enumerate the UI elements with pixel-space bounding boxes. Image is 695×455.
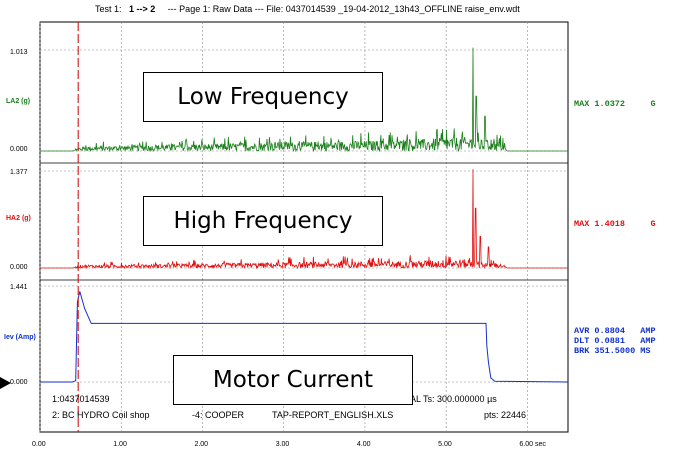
x-tick-label: 6.00 sec [519,441,546,448]
la2-readout: MAX 1.0372 G [574,99,656,109]
callout-motor-current: Motor Current [173,355,413,405]
iev-readout-dlt: DLT 0.0881 AMP [574,336,656,346]
channel-separators [40,162,568,281]
la2-ytick-zero: 0.000 [10,146,28,153]
ha2-series-line [40,169,568,270]
callout-low-frequency: Low Frequency [143,72,383,122]
x-tick-label: 0.00 [32,441,46,448]
x-tick-label: 4.00 [357,441,371,448]
x-tick-label: 1.00 [113,441,127,448]
header-test-range: 1 --> 2 [129,4,155,14]
ha2-ytick-zero: 0.000 [10,264,28,271]
ha2-readout: MAX 1.4018 G [574,219,656,229]
iev-ylabel: Iev (Amp) [4,334,36,341]
info-line2-right: pts: 22446 [484,410,526,420]
info-line1-right: AL Ts: 300.000000 µs [410,394,497,404]
la2-ylabel: LA2 (g) [6,98,30,105]
iev-series-line [40,291,569,383]
iev-readout-brk: BRK 351.5000 MS [574,346,651,356]
info-line2-mid2: TAP-REPORT_ENGLISH.XLS [272,410,393,420]
ha2-ylabel: HA2 (g) [6,215,31,222]
callout-high-frequency: High Frequency [143,196,383,246]
info-line2-left: 2: BC HYDRO Coil shop [52,410,150,420]
iev-ytick-zero: 0.000 [10,379,28,386]
iev-readout-avr: AVR 0.8804 AMP [574,326,656,336]
la2-ytick-max: 1.013 [10,49,28,56]
info-line2-mid1: -4: COOPER [192,410,245,420]
x-axis: 0.00 1.00 2.00 3.00 4.00 5.00 6.00 sec [32,441,546,448]
ha2-ytick-max: 1.377 [10,169,28,176]
x-tick-label: 5.00 [438,441,452,448]
iev-ytick-max: 1.441 [10,284,28,291]
la2-series-line [40,47,568,153]
svg-text:Test 1: 1 --> 2 --- Pa: Test 1: 1 --> 2 --- Page 1: Raw Data ---… [95,0,520,16]
arrow-right-icon [0,377,11,389]
x-tick-label: 3.00 [276,441,290,448]
x-tick-label: 2.00 [194,441,208,448]
header-file-info: --- Page 1: Raw Data --- File: 043701453… [168,4,521,14]
info-line1-left: 1:0437014539 [52,394,110,404]
header-test-prefix: Test 1: [95,4,122,14]
